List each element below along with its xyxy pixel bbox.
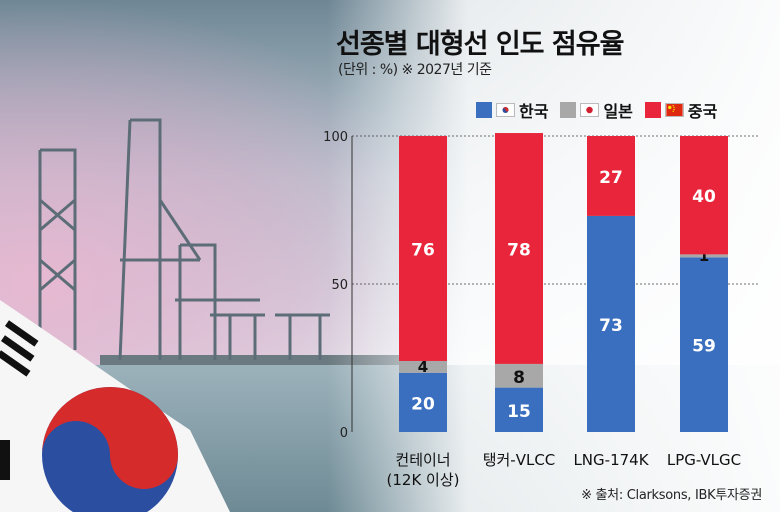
bar-0-series-2 (399, 136, 447, 361)
bar-3-series-0 (680, 257, 728, 432)
bar-3-series-1 (680, 254, 728, 258)
chart-title: 선종별 대형선 인도 점유율 (336, 29, 624, 60)
legend-swatch-china (644, 102, 661, 118)
y-tick-label-100: 100 (323, 130, 348, 145)
data-label-2-series-2: 27 (599, 168, 623, 188)
category-label-3: LPG-VLGC (667, 451, 741, 469)
chart-legend: 한국 일본 중국 (476, 98, 717, 122)
data-label-3-series-0: 59 (692, 337, 716, 357)
bar-1-series-1 (495, 363, 543, 388)
china-flag-icon (664, 103, 684, 117)
data-label-3-series-1: 1 (699, 247, 709, 265)
legend-swatch-japan (560, 102, 577, 118)
legend-item-japan: 일본 (560, 98, 633, 122)
data-label-1-series-0: 15 (507, 402, 531, 422)
data-label-1-series-2: 78 (507, 240, 531, 260)
y-tick-label-50: 50 (331, 278, 348, 293)
category-label-0: 컨테이너 (395, 451, 450, 469)
source-note: ※ 출처: Clarksons, IBK투자증권 (581, 488, 762, 503)
data-label-3-series-2: 40 (692, 187, 716, 207)
bar-2-series-0 (587, 215, 635, 432)
data-label-0-series-0: 20 (411, 394, 435, 414)
bar-0-series-1 (399, 360, 447, 373)
legend-item-korea: 한국 (476, 98, 548, 122)
legend-label-japan: 일본 (603, 102, 633, 121)
japan-flag-icon (580, 103, 600, 117)
bar-1-series-0 (495, 387, 543, 432)
data-label-1-series-1: 8 (513, 368, 525, 388)
legend-label-china: 중국 (687, 102, 718, 121)
legend-label-korea: 한국 (519, 102, 549, 121)
data-label-0-series-2: 76 (411, 240, 435, 260)
legend-item-china: 중국 (644, 98, 718, 122)
korea-flag-icon (496, 103, 515, 117)
chart-subtitle: (단위 : %) ※ 2027년 기준 (338, 62, 492, 78)
legend-swatch-korea (476, 102, 492, 118)
bar-2-series-2 (587, 136, 635, 216)
bar-3-series-2 (680, 136, 728, 255)
data-label-2-series-0: 73 (599, 316, 623, 336)
category-label-2: LNG-174K (573, 451, 649, 469)
category-label-0-line-1: (12K 이상) (387, 471, 460, 489)
category-label-1: 탱커-VLCC (483, 451, 556, 469)
bar-0-series-0 (399, 372, 447, 432)
data-label-0-series-1: 4 (418, 358, 428, 376)
bar-1-series-2 (495, 133, 543, 364)
y-tick-label-0: 0 (340, 426, 348, 441)
